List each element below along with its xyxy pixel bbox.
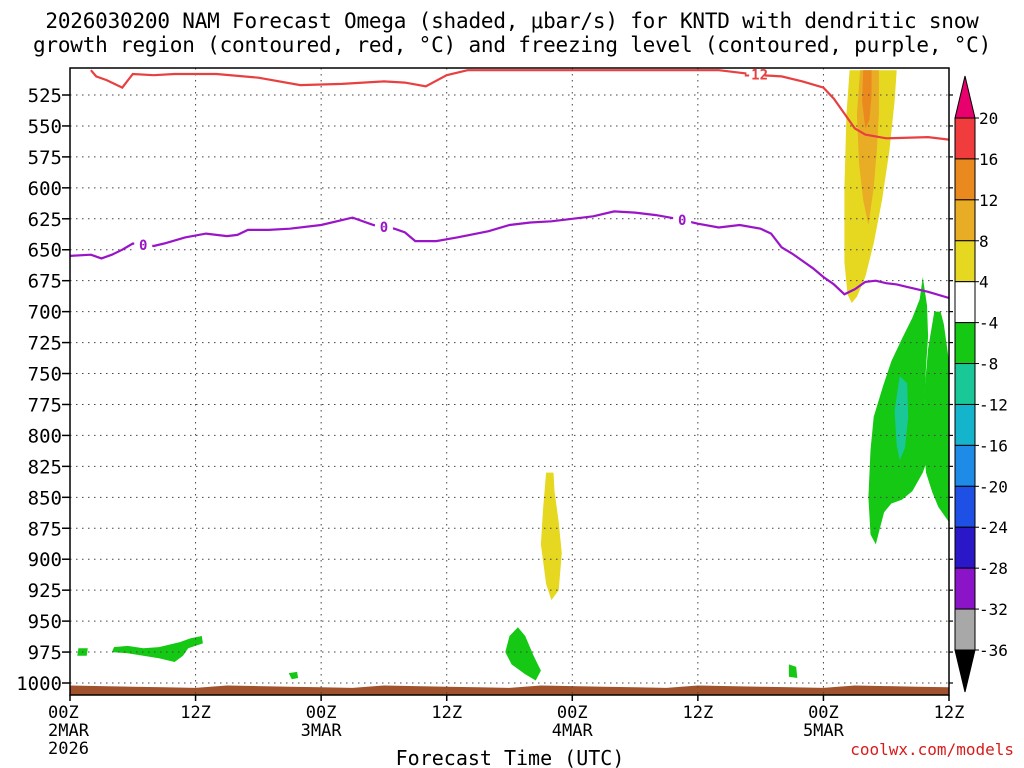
omega-region-1 (856, 70, 879, 225)
y-tick-label: 675 (28, 271, 62, 293)
colorbar-bottom-arrow (954, 649, 976, 693)
contour-label--12: -12 (743, 68, 768, 84)
colorbar-label: 16 (979, 150, 998, 169)
colorbar-label: 8 (979, 232, 989, 251)
x-tick-date: 5MAR (803, 721, 845, 741)
x-tick-label: 12Z (934, 703, 965, 723)
omega-region-5 (922, 311, 949, 523)
terrain-ground (70, 685, 949, 695)
colorbar-label: -32 (979, 600, 1008, 619)
contour--12 (90, 69, 949, 141)
x-tick-label: 00Z (48, 703, 79, 723)
terrain-fill (70, 685, 949, 695)
credit-link[interactable]: coolwx.com/models (850, 740, 1014, 759)
colorbar-label: -24 (979, 518, 1008, 537)
y-tick-label: 650 (28, 240, 62, 262)
colorbar-box (954, 608, 976, 651)
contour-lines: -12 0 0 0 (70, 68, 949, 300)
y-tick-label: 525 (28, 85, 62, 107)
x-tick-label: 00Z (808, 703, 839, 723)
chart-title-line-2: growth region (contoured, red, °C) and f… (32, 33, 992, 57)
colorbar-label: -12 (979, 395, 1008, 414)
x-tick-year: 2026 (48, 739, 89, 759)
y-tick-label: 725 (28, 333, 62, 355)
x-tick-label: 12Z (180, 703, 211, 723)
y-tick-label: 775 (28, 394, 62, 416)
colorbar-box (954, 526, 976, 569)
colorbar-box (954, 567, 976, 610)
colorbar-label: -36 (979, 641, 1008, 660)
omega-region-7 (505, 627, 541, 681)
x-tick-date: 3MAR (301, 721, 343, 741)
colorbar-box (954, 444, 976, 487)
contour-label-0: 0 (139, 238, 147, 254)
omega-region-9 (111, 636, 203, 662)
y-tick-label: 625 (28, 209, 62, 231)
x-tick-label: 12Z (682, 703, 713, 723)
y-tick-label: 800 (28, 425, 62, 447)
contour-label-0: 0 (380, 220, 388, 236)
omega-region-2 (862, 70, 872, 129)
plot-frame (69, 67, 950, 696)
colorbar: 20 16 12 8 4 -4 -8 -12 -16 -20 -24 -28 -32 -36 (954, 75, 1008, 693)
y-tick-label: 975 (28, 642, 62, 664)
y-tick-label: 850 (28, 487, 62, 509)
omega-shading (77, 70, 949, 681)
colorbar-box (954, 240, 976, 283)
colorbar-label: -28 (979, 559, 1008, 578)
y-tick-label: 575 (28, 147, 62, 169)
x-tick-date: 2MAR (48, 721, 90, 741)
colorbar-box (954, 117, 976, 160)
y-tick-label: 1000 (16, 673, 62, 695)
x-tick-label: 12Z (431, 703, 462, 723)
colorbar-box (954, 403, 976, 446)
y-tick-label: 925 (28, 580, 62, 602)
y-tick-label: 550 (28, 116, 62, 138)
y-axis: 525 550 575 600 625 650 675 700 725 750 775 800 825 8… (16, 85, 953, 695)
x-tick-label: 00Z (557, 703, 588, 723)
y-tick-label: 900 (28, 549, 62, 571)
x-tick-date: 4MAR (552, 721, 594, 741)
x-tick-label: 00Z (306, 703, 337, 723)
colorbar-label: -20 (979, 477, 1008, 496)
colorbar-label: 20 (979, 109, 998, 128)
y-tick-label: 825 (28, 456, 62, 478)
colorbar-label: -4 (979, 314, 998, 333)
colorbar-box (954, 199, 976, 242)
contour-label-0: 0 (678, 213, 686, 229)
y-tick-label: 600 (28, 178, 62, 200)
y-tick-label: 875 (28, 518, 62, 540)
omega-region-10 (288, 671, 299, 680)
y-tick-label: 750 (28, 364, 62, 386)
colorbar-label: -8 (979, 355, 998, 374)
x-axis-label: Forecast Time (UTC) (396, 746, 625, 768)
omega-region-6 (894, 376, 909, 461)
colorbar-label: -16 (979, 436, 1008, 455)
omega-region-11 (788, 664, 798, 678)
colorbar-label: 12 (979, 191, 998, 210)
chart-title-line-1: 2026030200 NAM Forecast Omega (shaded, μ… (45, 9, 979, 33)
grid-lines (70, 68, 949, 695)
colorbar-box (954, 363, 976, 405)
colorbar-box (954, 322, 976, 365)
colorbar-box (954, 485, 976, 528)
colorbar-top-arrow (954, 75, 976, 119)
colorbar-label: 4 (979, 273, 989, 292)
colorbar-box (954, 158, 976, 201)
contour-0 (70, 210, 949, 300)
colorbar-box (954, 281, 976, 324)
y-tick-label: 700 (28, 302, 62, 324)
omega-region-3 (540, 472, 562, 601)
y-tick-label: 950 (28, 611, 62, 633)
